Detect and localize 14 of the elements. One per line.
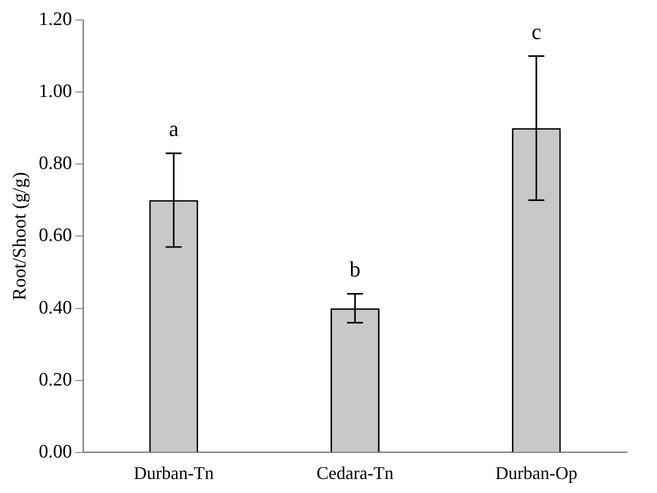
annotation: b — [350, 256, 361, 282]
y-tick-label: 0.60 — [38, 225, 72, 246]
x-tick-label: Cedara-Tn — [316, 462, 394, 483]
annotation: a — [168, 116, 179, 142]
y-axis-title: Root/Shoot (g/g) — [9, 172, 30, 300]
y-tick-label: 0.40 — [38, 297, 72, 318]
y-tick-label: 0.80 — [38, 153, 72, 174]
y-tick-label: 0.00 — [38, 441, 72, 462]
y-tick-label: 0.20 — [38, 369, 72, 390]
y-tick-label: 1.20 — [38, 8, 72, 30]
x-tick-label: Durban-Op — [495, 462, 578, 483]
annotation: c — [531, 18, 542, 44]
x-tick-label: Durban-Tn — [134, 462, 214, 483]
y-tick-label: 1.00 — [38, 81, 72, 102]
